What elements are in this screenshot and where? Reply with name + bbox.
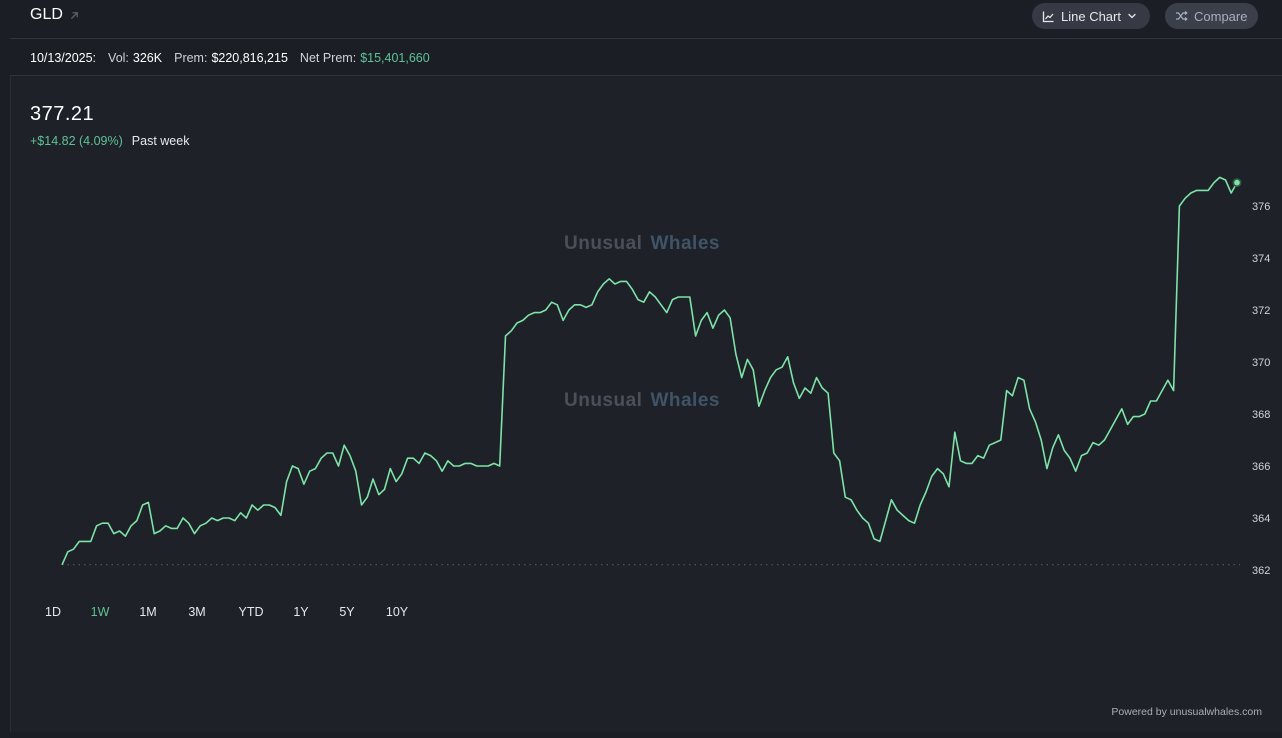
range-button-5y[interactable]: 5Y — [339, 605, 355, 619]
stats-bar: 10/13/2025: Vol: 326K Prem: $220,816,215… — [30, 50, 442, 66]
ticker-link[interactable]: GLD — [30, 6, 80, 24]
watermark-bottom: Unusual Whales — [564, 390, 720, 412]
last-point-marker — [1234, 179, 1240, 186]
watermark-part-2: Whales — [650, 233, 720, 254]
chevron-down-icon — [1128, 13, 1136, 19]
watermark-top: Unusual Whales — [564, 233, 720, 255]
stats-date: 10/13/2025: — [30, 51, 97, 65]
watermark-part-1: Unusual — [564, 233, 643, 254]
range-button-1d[interactable]: 1D — [45, 605, 61, 619]
chart-panel — [10, 75, 1282, 732]
range-button-1w[interactable]: 1W — [90, 605, 110, 619]
range-button-1m[interactable]: 1M — [139, 605, 157, 619]
price-series-line — [61, 176, 1238, 566]
watermark-part-2: Whales — [650, 390, 720, 411]
change-period: Past week — [131, 134, 190, 148]
price-change: +$14.82 (4.09%) — [30, 134, 123, 148]
range-button-10y[interactable]: 10Y — [385, 605, 409, 619]
range-button-1y[interactable]: 1Y — [293, 605, 309, 619]
y-tick-label: 364 — [1252, 513, 1270, 525]
y-tick-label: 370 — [1252, 357, 1270, 369]
compare-label: Compare — [1194, 8, 1248, 24]
y-tick-label: 362 — [1252, 565, 1270, 577]
y-tick-label: 374 — [1252, 253, 1270, 265]
premium-value: $220,816,215 — [211, 51, 288, 65]
line-chart-icon — [1042, 11, 1054, 22]
volume-label: Vol: — [108, 51, 129, 65]
range-button-ytd[interactable]: YTD — [238, 605, 264, 619]
ticker-symbol: GLD — [30, 6, 63, 23]
header: GLD Line Chart Compare — [0, 0, 1282, 38]
volume-value: 326K — [132, 51, 163, 65]
y-tick-label: 368 — [1252, 409, 1270, 421]
stats-volume: Vol: 326K — [108, 51, 162, 65]
external-link-icon — [71, 12, 78, 19]
y-tick-label: 376 — [1252, 201, 1270, 213]
net-premium-label: Net Prem: — [299, 51, 357, 65]
y-tick-label: 366 — [1252, 461, 1270, 473]
watermark-part-1: Unusual — [564, 390, 643, 411]
net-premium-value: $15,401,660 — [360, 51, 430, 65]
chart-type-dropdown[interactable]: Line Chart — [1032, 3, 1150, 29]
premium-label: Prem: — [174, 51, 208, 65]
range-button-3m[interactable]: 3M — [188, 605, 206, 619]
y-tick-label: 372 — [1252, 305, 1270, 317]
header-divider — [10, 38, 1282, 39]
powered-by: Powered by unusualwhales.com — [1111, 706, 1262, 718]
compare-button[interactable]: Compare — [1165, 3, 1258, 29]
current-price: 377.21 — [30, 103, 95, 125]
price-change-row: +$14.82 (4.09%) Past week — [30, 134, 189, 148]
stats-premium: Prem: $220,816,215 — [174, 51, 288, 65]
chart-type-label: Line Chart — [1061, 8, 1121, 24]
shuffle-icon — [1176, 11, 1188, 21]
stats-net-premium: Net Prem: $15,401,660 — [300, 51, 430, 65]
